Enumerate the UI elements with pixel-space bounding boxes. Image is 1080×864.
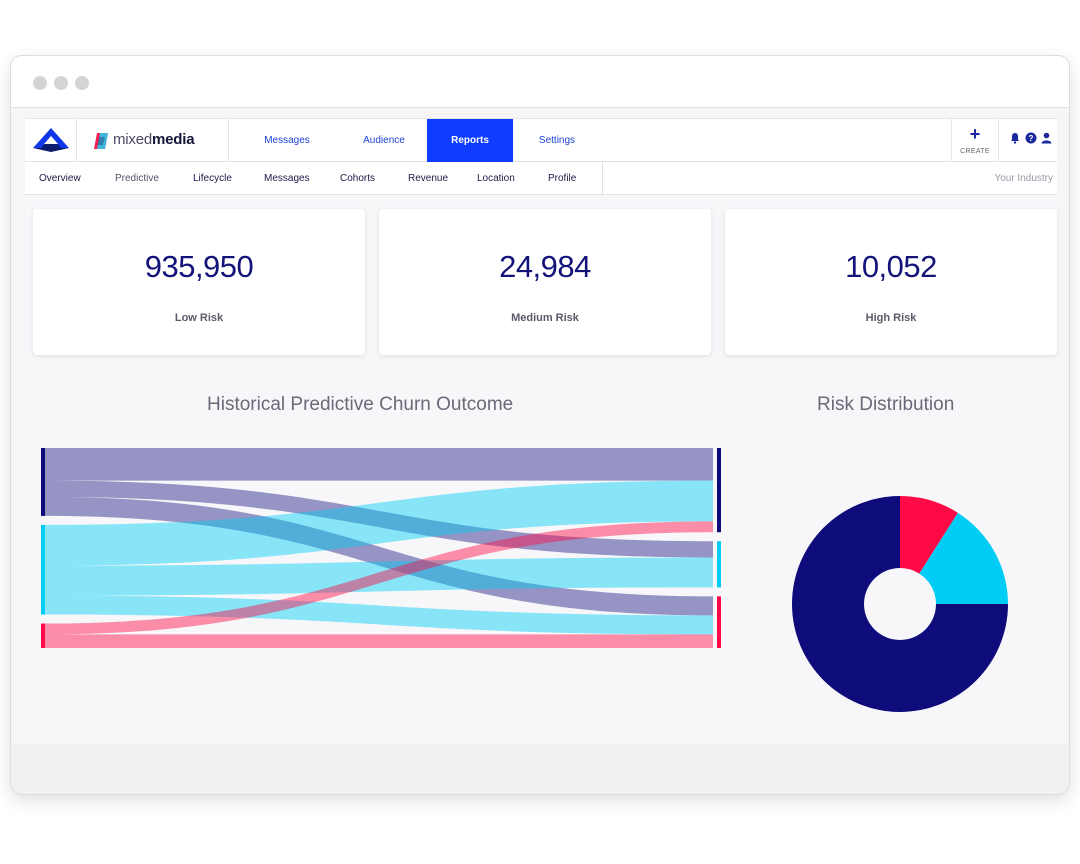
plus-icon: + bbox=[969, 124, 981, 144]
stat-card-medium-risk: 24,984 Medium Risk bbox=[379, 209, 711, 355]
subtab-revenue[interactable]: Revenue bbox=[408, 173, 449, 184]
browser-window: mixedmedia Messages Audience Reports Set… bbox=[10, 55, 1070, 795]
create-label: CREATE bbox=[960, 148, 990, 155]
sankey-node-right-high[interactable] bbox=[717, 596, 721, 648]
stat-value: 10,052 bbox=[845, 249, 937, 284]
svg-text:?: ? bbox=[1029, 134, 1034, 143]
app-logo-icon bbox=[33, 128, 69, 152]
window-dot[interactable] bbox=[54, 76, 68, 90]
stat-label: High Risk bbox=[865, 312, 917, 324]
brand-name-light: mixed bbox=[113, 131, 153, 148]
window-footer bbox=[11, 744, 1069, 794]
subtab-messages[interactable]: Messages bbox=[264, 173, 310, 184]
sankey-flow-medium-to-medium[interactable] bbox=[45, 557, 713, 596]
bell-icon[interactable] bbox=[1010, 132, 1020, 144]
sankey-node-right-low[interactable] bbox=[717, 448, 721, 533]
donut-title: Risk Distribution bbox=[817, 394, 955, 415]
subtab-cohorts[interactable]: Cohorts bbox=[340, 173, 376, 184]
stat-label: Medium Risk bbox=[511, 312, 579, 324]
sankey-flow-low-to-high[interactable] bbox=[45, 496, 713, 616]
brand[interactable]: mixedmedia bbox=[77, 119, 229, 163]
tab-settings[interactable]: Settings bbox=[538, 135, 576, 146]
sankey-flow-low-to-medium[interactable] bbox=[45, 480, 713, 558]
window-dot[interactable] bbox=[75, 76, 89, 90]
industry-selector[interactable]: Your Industry bbox=[994, 173, 1053, 184]
sankey-node-left-medium[interactable] bbox=[41, 524, 45, 615]
tab-reports[interactable]: Reports bbox=[427, 119, 513, 163]
donut-slice-high[interactable] bbox=[900, 496, 958, 574]
sub-nav-tabs: Overview Predictive Lifecycle Messages C… bbox=[25, 162, 603, 195]
sankey-node-right-medium[interactable] bbox=[717, 541, 721, 588]
home-logo[interactable] bbox=[25, 119, 77, 163]
tab-messages[interactable]: Messages bbox=[264, 135, 310, 146]
stat-card-low-risk: 935,950 Low Risk bbox=[33, 209, 365, 355]
donut-slice-low[interactable] bbox=[792, 496, 1008, 712]
stat-value: 24,984 bbox=[499, 249, 591, 284]
sub-nav: Overview Predictive Lifecycle Messages C… bbox=[25, 162, 1057, 195]
sankey-chart bbox=[41, 448, 721, 648]
help-icon[interactable]: ? bbox=[1025, 132, 1037, 144]
subtab-predictive[interactable]: Predictive bbox=[115, 173, 159, 184]
brand-name-bold: media bbox=[152, 131, 195, 148]
sankey-flow-medium-to-high[interactable] bbox=[45, 595, 713, 635]
stat-card-high-risk: 10,052 High Risk bbox=[725, 209, 1057, 355]
donut-slice-medium[interactable] bbox=[919, 512, 1008, 604]
stat-value: 935,950 bbox=[144, 249, 254, 284]
window-dot[interactable] bbox=[33, 76, 47, 90]
sankey-title: Historical Predictive Churn Outcome bbox=[207, 394, 514, 415]
sankey-flow-medium-to-low[interactable] bbox=[45, 480, 713, 566]
app: mixedmedia Messages Audience Reports Set… bbox=[25, 118, 1057, 744]
sankey-node-left-high[interactable] bbox=[41, 623, 45, 648]
subtab-overview[interactable]: Overview bbox=[39, 173, 81, 184]
sankey-flow-high-to-high[interactable] bbox=[45, 634, 713, 648]
subtab-location[interactable]: Location bbox=[477, 173, 515, 184]
brand-name: mixedmedia bbox=[113, 131, 195, 148]
sankey-flow-high-to-low[interactable] bbox=[45, 521, 713, 635]
create-button[interactable]: + CREATE bbox=[951, 119, 999, 163]
subtab-lifecycle[interactable]: Lifecycle bbox=[193, 173, 232, 184]
sankey-node-left-low[interactable] bbox=[41, 448, 45, 516]
subtab-profile[interactable]: Profile bbox=[548, 173, 577, 184]
stat-label: Low Risk bbox=[174, 312, 224, 324]
brand-logo-icon bbox=[94, 133, 108, 149]
top-nav: mixedmedia Messages Audience Reports Set… bbox=[25, 118, 1057, 163]
window-titlebar bbox=[11, 56, 1069, 108]
donut-chart bbox=[792, 496, 1008, 712]
sankey-flow-low-to-low[interactable] bbox=[45, 448, 713, 481]
user-icon[interactable] bbox=[1041, 132, 1052, 144]
tab-audience[interactable]: Audience bbox=[363, 135, 405, 146]
